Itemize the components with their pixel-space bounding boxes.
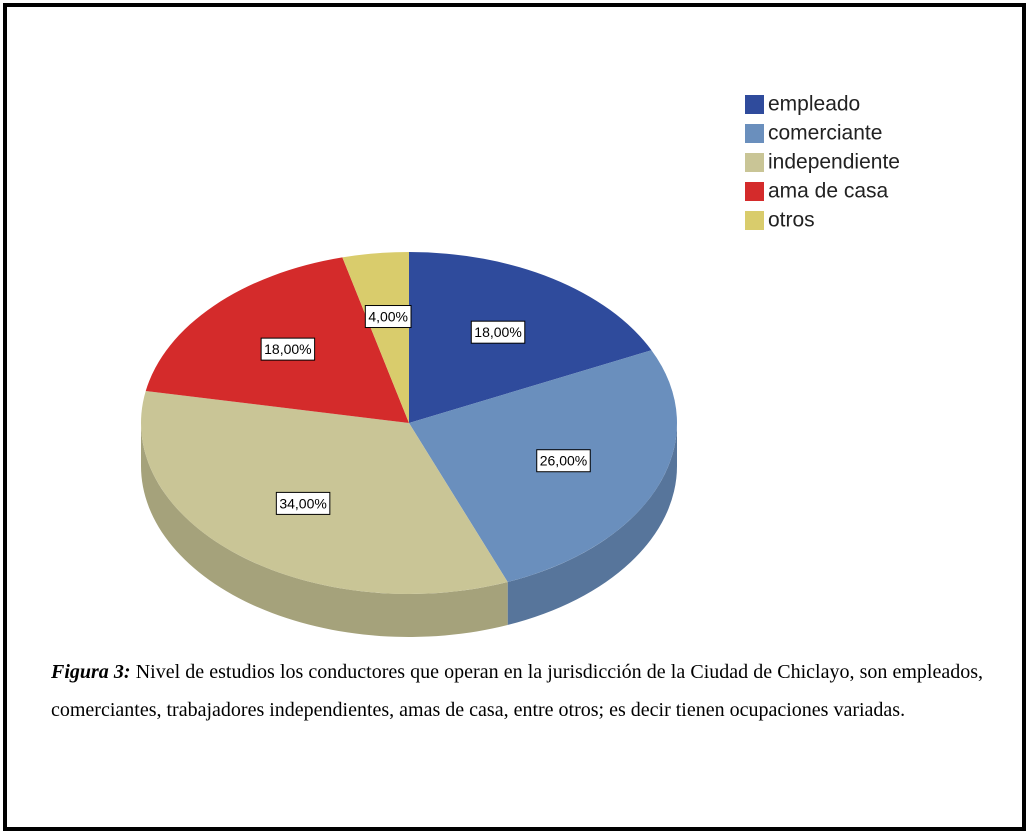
value-label: 4,00%: [368, 309, 408, 325]
chart: 18,00% 26,00% 34,00% 18,00% 4,00% empleado com…: [140, 93, 900, 637]
caption-text: Nivel de estudios los conductores que op…: [51, 661, 984, 721]
value-label-box: [536, 449, 591, 473]
pie-slice: [409, 252, 652, 423]
value-label-box: [364, 305, 412, 329]
legend-swatch: [745, 153, 764, 172]
legend-label: otros: [768, 209, 815, 232]
legend-label: independiente: [768, 151, 900, 174]
value-label: 26,00%: [540, 453, 587, 469]
legend-swatch: [745, 182, 764, 201]
figure-frame: 18,00% 26,00% 34,00% 18,00% 4,00% empleado com…: [3, 3, 1026, 831]
legend-swatch: [745, 124, 764, 143]
legend-swatch: [745, 211, 764, 230]
legend-label: ama de casa: [768, 180, 889, 203]
value-label: 34,00%: [279, 495, 326, 511]
value-label-box: [260, 337, 316, 361]
legend-swatch: [745, 95, 764, 114]
caption: Figura 3: Nivel de estudios los conducto…: [51, 653, 983, 729]
legend-label: comerciante: [768, 122, 882, 145]
legend-label: empleado: [768, 93, 860, 116]
value-label-box: [470, 320, 526, 344]
value-label: 18,00%: [474, 324, 521, 340]
pie-side: [141, 423, 508, 637]
value-label: 18,00%: [264, 341, 311, 357]
value-label-box: [275, 491, 331, 515]
pie-side: [507, 423, 677, 625]
caption-label: Figura 3:: [51, 661, 131, 683]
pie-slice: [342, 252, 409, 423]
